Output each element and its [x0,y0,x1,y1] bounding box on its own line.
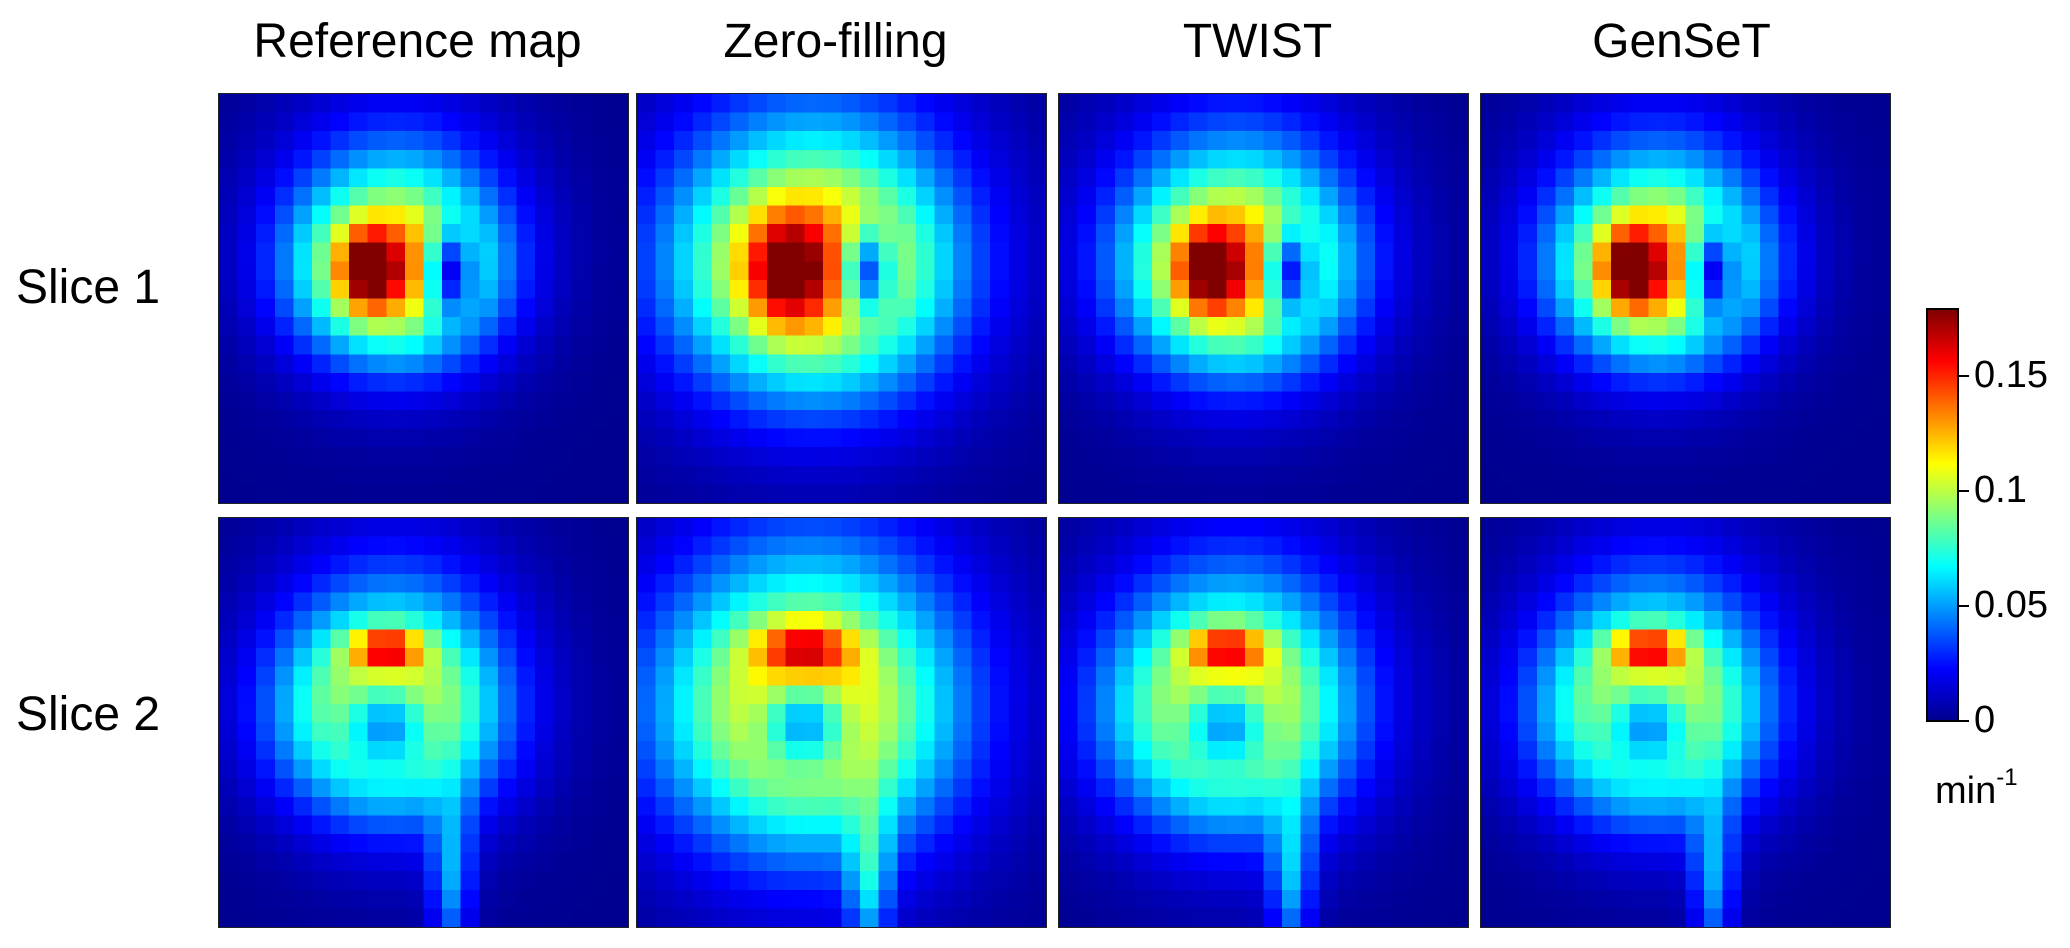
unit-exponent: -1 [1996,764,2018,791]
colorbar [1926,308,1959,722]
colorbar-tick-label-01: 0.1 [1974,469,2027,511]
panel-slice1-twist [1058,93,1469,504]
column-title-reference-map: Reference map [253,15,582,68]
colorbar-unit: min-1 [1935,764,2018,813]
row-label-slice-1: Slice 1 [16,261,161,314]
panel-slice2-twist [1058,517,1469,928]
panel-slice1-reference-map [218,93,629,504]
column-title-twist: TWIST [1182,15,1333,68]
panel-slice2-reference-map [218,517,629,928]
panel-slice2-genset [1480,517,1891,928]
colorbar-tick-label-0: 0 [1974,699,1996,741]
colorbar-tick-0 [1959,720,1969,722]
column-title-genset: GenSeT [1592,15,1771,68]
row-label-slice-2: Slice 2 [16,688,161,741]
unit-base: min [1935,770,1997,812]
colorbar-tick-label-015: 0.15 [1974,354,2048,396]
panel-slice1-zero-filling [636,93,1047,504]
panel-slice1-genset [1480,93,1891,504]
colorbar-tick-label-005: 0.05 [1974,584,2048,626]
colorbar-tick-015 [1959,375,1969,377]
colorbar-tick-005 [1959,605,1969,607]
colorbar-tick-01 [1959,490,1969,492]
column-title-zero-filling: Zero-filling [723,15,948,68]
colorbar-gradient [1928,310,1957,720]
panel-slice2-zero-filling [636,517,1047,928]
